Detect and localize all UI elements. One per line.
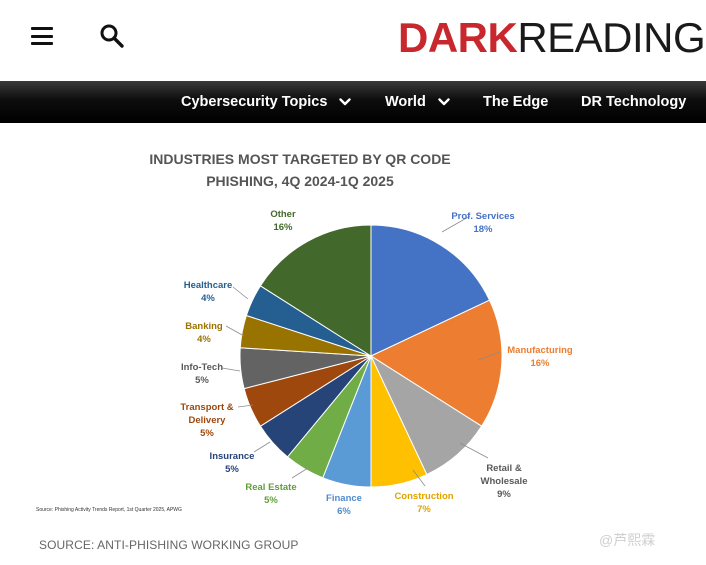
slice-label-name: Other [270, 209, 296, 220]
pie-slice [369, 299, 503, 427]
slice-label: Transport & Delivery 5% [180, 401, 233, 440]
main-nav: Cybersecurity Topics World The Edge DR T… [0, 81, 706, 123]
slice-label-value: 4% [201, 293, 215, 304]
search-icon[interactable] [98, 22, 126, 50]
nav-item-label: World [385, 94, 426, 110]
pie-chart [221, 215, 503, 488]
leader-line [232, 286, 249, 300]
slice-label-value: 9% [497, 489, 511, 500]
leader-line [412, 469, 426, 487]
menu-icon[interactable] [31, 27, 53, 45]
nav-dr-technology[interactable]: DR Technology [581, 81, 686, 123]
slice-label-name: Construction [394, 491, 454, 502]
slice-label-name: Prof. Services [451, 211, 515, 222]
slice-label-value: 16% [530, 358, 550, 369]
chevron-down-icon [339, 98, 352, 106]
slice-label-value: 4% [197, 334, 211, 345]
leader-line [221, 367, 241, 372]
slice-label: Retail & Wholesale 9% [481, 462, 528, 501]
leader-line [225, 325, 245, 337]
chart-title: INDUSTRIES MOST TARGETED BY QR CODE PHIS… [100, 148, 500, 192]
site-header: DARK READING [0, 0, 706, 81]
slice-label: Healthcare 4% [184, 279, 233, 305]
slice-label-name: Healthcare [183, 280, 233, 291]
slice-label-value: 18% [473, 224, 493, 235]
slice-label: Real Estate 5% [245, 481, 296, 507]
nav-the-edge[interactable]: The Edge [483, 81, 548, 123]
logo-dark-text: DARK [398, 14, 518, 61]
slice-label-name: Transport & Delivery [180, 402, 234, 426]
watermark: @芦熙霖 [599, 532, 656, 548]
slice-label: Finance 6% [326, 492, 362, 518]
slice-label-name: Info-Tech [180, 362, 224, 373]
nav-item-label: DR Technology [581, 94, 687, 110]
leader-line [291, 467, 309, 479]
slice-label-name: Insurance [209, 451, 255, 462]
pie-slice [370, 224, 491, 357]
slice-label: Prof. Services 18% [451, 210, 514, 236]
slice-label-name: Finance [326, 493, 362, 504]
nav-world[interactable]: World [385, 81, 450, 123]
slice-label-value: 6% [337, 506, 351, 517]
nav-item-label: The Edge [483, 94, 549, 110]
chart-source-note: Source: Phishing Activity Trends Report,… [36, 507, 182, 513]
site-logo[interactable]: DARK READING [398, 14, 706, 61]
slice-label-value: 5% [195, 375, 209, 386]
chart-title-line2: PHISHING, 4Q 2024-1Q 2025 [206, 173, 394, 189]
slice-label-value: 16% [273, 222, 293, 233]
slice-label: Manufacturing 16% [507, 344, 572, 370]
leader-line [441, 215, 471, 233]
leader-line [237, 404, 254, 408]
leader-line [477, 351, 501, 361]
logo-reading-text: READING [517, 14, 706, 61]
slice-label: Banking 4% [185, 320, 222, 346]
slice-label-name: Retail & Wholesale [480, 463, 528, 487]
slice-label-value: 5% [225, 464, 239, 475]
leader-line [459, 442, 489, 459]
slice-label-value: 7% [417, 504, 431, 515]
chart-title-line1: INDUSTRIES MOST TARGETED BY QR CODE [149, 151, 451, 167]
slice-label-name: Banking [185, 321, 223, 332]
leader-line [253, 441, 271, 453]
pie-slice [259, 224, 372, 357]
slice-label: Info-Tech 5% [181, 361, 223, 387]
slice-label: Other 16% [270, 208, 295, 234]
slice-label-name: Manufacturing [507, 345, 573, 356]
chart-figure: INDUSTRIES MOST TARGETED BY QR CODE PHIS… [30, 136, 610, 522]
slice-label-value: 5% [200, 428, 214, 439]
slice-label-name: Real Estate [245, 482, 297, 493]
slice-label: Construction 7% [394, 490, 453, 516]
slice-label: Insurance 5% [210, 450, 255, 476]
nav-item-label: Cybersecurity Topics [181, 94, 328, 110]
chevron-down-icon [438, 98, 450, 106]
slice-label-value: 5% [264, 495, 278, 506]
figure-caption: SOURCE: ANTI-PHISHING WORKING GROUP [39, 538, 299, 552]
nav-cybersecurity-topics[interactable]: Cybersecurity Topics [181, 81, 352, 123]
